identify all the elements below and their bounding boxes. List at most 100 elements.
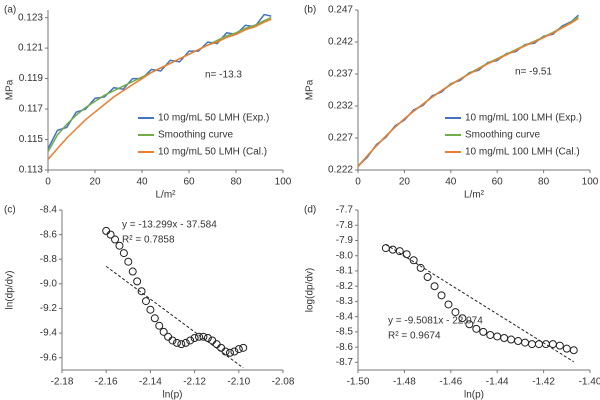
y-tick-label: 0.119 (19, 73, 44, 84)
y-axis-title: MPa (305, 79, 316, 100)
data-point (128, 267, 137, 276)
data-point (472, 324, 481, 333)
legend-label: 10 mg/mL 100 LMH (Cal.) (465, 147, 580, 158)
data-line (47, 18, 272, 160)
y-tick-label: -8.6 (336, 342, 354, 353)
data-point (186, 336, 195, 345)
data-point (479, 327, 488, 336)
y-axis-title: ln(dp/dv) (5, 271, 16, 310)
x-tick-label: -1.42 (532, 377, 555, 388)
data-point (225, 348, 234, 357)
x-axis-title: L/m² (464, 190, 485, 201)
x-tick-label: 100 (275, 177, 292, 188)
y-tick-label: 0.121 (18, 43, 43, 54)
panel-label: (b) (304, 5, 316, 16)
x-tick-label: -2.14 (139, 377, 162, 388)
data-point (521, 338, 530, 347)
data-line (357, 17, 579, 168)
data-point (177, 340, 186, 349)
legend-label: 10 mg/mL 100 LMH (Exp.) (465, 113, 582, 124)
annotation: n= -13.3 (205, 70, 242, 81)
y-tick-label: 0.242 (328, 37, 353, 48)
y-tick-label: 0.123 (18, 12, 43, 23)
y-tick-label: -9.4 (40, 328, 58, 339)
legend-label: 10 mg/mL 50 LMH (Exp.) (158, 113, 269, 124)
x-axis-title: ln(p) (162, 390, 182, 400)
data-point (514, 337, 523, 346)
data-line (357, 14, 579, 167)
data-point (437, 291, 446, 300)
data-point (444, 300, 453, 309)
trendline (385, 244, 575, 363)
y-tick-label: 0.227 (328, 133, 353, 144)
data-point (106, 230, 115, 239)
data-line (357, 15, 579, 167)
annotation: n= -9.51 (515, 67, 552, 78)
x-tick-label: 20 (399, 177, 411, 188)
data-point (190, 334, 199, 342)
y-tick-label: -8.0 (336, 250, 354, 261)
y-tick-label: -9.0 (40, 278, 58, 289)
x-tick-label: 0 (355, 177, 361, 188)
annotation: R² = 0.7858 (122, 235, 175, 246)
data-point (111, 235, 120, 244)
data-point (230, 347, 239, 356)
data-point (168, 336, 177, 345)
data-point (146, 305, 155, 314)
data-point (541, 340, 550, 349)
annotation: y = -13.299x - 37.584 (122, 220, 217, 231)
x-tick-label: -2.18 (51, 377, 74, 388)
data-point (155, 321, 164, 330)
annotation: R² = 0.9674 (388, 331, 441, 342)
data-point (150, 314, 159, 323)
data-point (172, 338, 181, 347)
x-axis-title: ln(p) (464, 390, 484, 400)
y-tick-label: 0.115 (19, 134, 44, 145)
x-tick-label: -2.12 (183, 377, 206, 388)
data-point (569, 346, 578, 355)
annotation: y = -9.5081x - 22.074 (388, 316, 483, 327)
data-point (137, 287, 146, 296)
x-tick-label: -1.50 (347, 377, 370, 388)
x-tick-label: 80 (538, 177, 550, 188)
data-line (47, 13, 272, 150)
data-point (416, 263, 425, 272)
data-point (465, 320, 474, 329)
y-tick-label: 0.117 (19, 104, 44, 115)
data-point (458, 314, 467, 323)
x-tick-label: 60 (183, 177, 195, 188)
y-tick-label: -8.1 (336, 266, 354, 277)
y-tick-label: 0.113 (19, 165, 44, 176)
data-point (528, 340, 536, 349)
y-tick-label: -9.6 (40, 352, 58, 363)
data-point (195, 332, 204, 341)
x-tick-label: 40 (136, 177, 148, 188)
y-axis-title: log(dp/dv) (305, 268, 316, 312)
x-tick-label: -2.08 (272, 377, 295, 388)
data-point (493, 332, 502, 341)
x-tick-label: -2.10 (227, 377, 250, 388)
x-tick-label: -1.44 (486, 377, 509, 388)
panel-label: (d) (304, 205, 316, 216)
x-tick-label: -2.16 (95, 377, 118, 388)
trendline (105, 265, 244, 369)
y-tick-label: -7.8 (336, 220, 354, 231)
data-point (199, 332, 208, 341)
data-point (239, 343, 248, 352)
data-point (102, 226, 111, 235)
data-point (164, 332, 173, 341)
y-tick-label: -7.7 (336, 205, 354, 216)
data-point (430, 282, 439, 291)
y-tick-label: -8.6 (40, 229, 58, 240)
data-point (486, 330, 495, 339)
data-point (133, 277, 142, 286)
y-tick-label: -9.2 (40, 303, 58, 314)
y-tick-label: 0.232 (328, 101, 353, 112)
x-tick-label: -1.46 (439, 377, 462, 388)
y-tick-label: -8.3 (336, 296, 354, 307)
data-point (159, 327, 168, 336)
data-point (124, 257, 133, 266)
data-point (500, 334, 509, 342)
data-point (548, 340, 557, 349)
